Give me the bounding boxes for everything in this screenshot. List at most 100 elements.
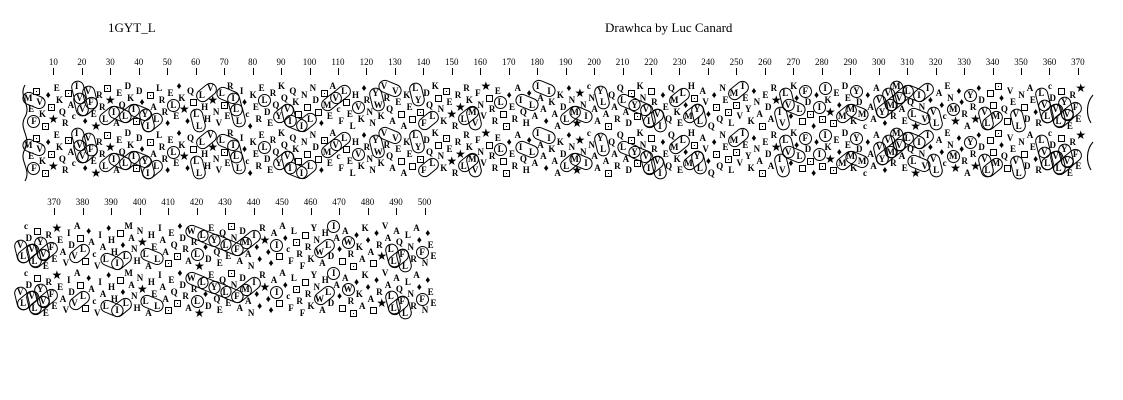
serine-dot: [224, 151, 226, 153]
residue-glyph: N: [588, 92, 596, 103]
serine-dotted-square-icon: [417, 155, 425, 163]
residue-glyph: F: [475, 135, 481, 145]
residue-glyph: V: [207, 130, 214, 141]
residue-glyph: F: [802, 85, 808, 96]
residue-glyph: L: [528, 99, 535, 110]
residue-glyph: E: [446, 144, 453, 155]
residue-glyph: L: [154, 253, 161, 264]
residue-glyph: F: [88, 97, 94, 108]
residue-glyph: V: [39, 296, 47, 306]
serine-dotted-square-icon: [293, 286, 301, 294]
threonine-square-icon: [303, 151, 311, 158]
residue-glyph: I: [275, 239, 279, 250]
cluster-contour: [494, 96, 508, 110]
threonine-square-icon: [989, 148, 997, 156]
glycine-diamond-icon: ♦: [939, 146, 945, 158]
residue-glyph: W: [186, 225, 196, 236]
proline-star-icon: ★: [454, 100, 466, 114]
ruler-tick-label: 120: [359, 57, 374, 67]
residue-glyph: H: [352, 137, 360, 148]
residue-glyph: Q: [426, 99, 434, 110]
residue-glyph: R: [304, 289, 312, 299]
serine-dotted-square-icon: [320, 90, 328, 97]
residue-glyph: V: [84, 85, 92, 96]
residue-glyph: V: [215, 165, 223, 176]
residue-glyph: I: [646, 163, 651, 173]
ruler-tick-label: 340: [985, 57, 1000, 67]
residue-glyph: Q: [280, 92, 288, 103]
residue-glyph: V: [1012, 156, 1020, 166]
residue-glyph: I: [547, 132, 551, 143]
residue-glyph: N: [719, 130, 726, 141]
residue-glyph: L: [620, 142, 627, 152]
residue-glyph: D: [327, 251, 335, 262]
residue-glyph: A: [400, 167, 408, 178]
residue-glyph: F: [419, 246, 425, 257]
residue-glyph: A: [898, 151, 906, 162]
serine-dotted-square-icon: [605, 169, 613, 177]
residue-glyph: F: [399, 296, 405, 306]
residue-glyph: K: [249, 137, 257, 148]
residue-glyph: R: [383, 139, 391, 150]
residue-glyph: I: [777, 106, 782, 117]
glycine-diamond-icon: ♦: [927, 95, 933, 106]
ruler-tick-label: 270: [786, 57, 801, 67]
residue-glyph: Q: [608, 137, 616, 148]
proline-star-icon: ★: [136, 282, 148, 297]
cluster-contour: [351, 148, 365, 161]
glycine-diamond-icon: ♦: [282, 232, 288, 244]
residue-glyph: I: [74, 128, 79, 138]
threonine-square-icon: [116, 277, 124, 284]
serine-dot: [727, 158, 729, 160]
serine-dot: [67, 93, 69, 94]
residue-glyph: L: [306, 160, 313, 171]
residue-glyph: I: [817, 102, 822, 112]
serine-dot: [821, 165, 823, 167]
residue-glyph: R: [451, 120, 459, 131]
glycine-diamond-icon: ♦: [999, 139, 1005, 151]
serine-dot: [67, 140, 69, 141]
residue-glyph: N: [588, 139, 596, 150]
residue-glyph: R: [98, 102, 106, 112]
residue-glyph: E: [168, 275, 175, 285]
ruler-tick-mark: [935, 68, 937, 75]
residue-glyph: L: [1044, 111, 1051, 122]
residue-glyph: E: [1075, 160, 1082, 171]
residue-glyph: V: [62, 258, 70, 269]
residue-glyph: A: [113, 118, 120, 129]
residue-glyph: Y: [210, 235, 218, 245]
glycine-diamond-icon: ♦: [265, 246, 271, 258]
residue-glyph: A: [393, 225, 400, 236]
serine-dotted-square-icon: [995, 83, 1003, 90]
residue-glyph: V: [1041, 99, 1048, 110]
ruler-tick-mark: [850, 68, 852, 75]
residue-glyph: V: [884, 88, 891, 98]
residue-glyph: H: [687, 81, 695, 91]
serine-dotted-square-icon: [165, 307, 172, 315]
ruler-tick-mark: [366, 68, 368, 75]
residue-glyph: N: [579, 99, 587, 110]
residue-glyph: E: [151, 289, 158, 299]
serine-dot: [36, 90, 38, 92]
threonine-square-icon: [370, 307, 378, 315]
glycine-diamond-icon: ♦: [711, 90, 717, 102]
residue-glyph: A: [591, 151, 598, 162]
residue-glyph: K: [824, 95, 832, 105]
residue-glyph: L: [390, 256, 397, 266]
residue-glyph: E: [722, 95, 729, 105]
residue-glyph: D: [312, 142, 319, 152]
serine-dot: [323, 140, 325, 141]
residue-glyph: Q: [616, 130, 624, 141]
residue-glyph: V: [480, 111, 487, 122]
residue-glyph: Y: [310, 223, 318, 234]
glycine-diamond-icon: ♦: [247, 167, 253, 179]
serine-dotted-square-icon: [818, 115, 826, 123]
proline-star-icon: ★: [51, 268, 63, 283]
residue-glyph: L: [306, 113, 313, 124]
residue-glyph: K: [747, 163, 755, 173]
residue-glyph: A: [389, 163, 396, 173]
residue-glyph: F: [299, 260, 306, 271]
ruler-tick-mark: [282, 208, 283, 215]
residue-glyph: R: [190, 237, 198, 248]
residue-glyph: V: [653, 109, 661, 119]
